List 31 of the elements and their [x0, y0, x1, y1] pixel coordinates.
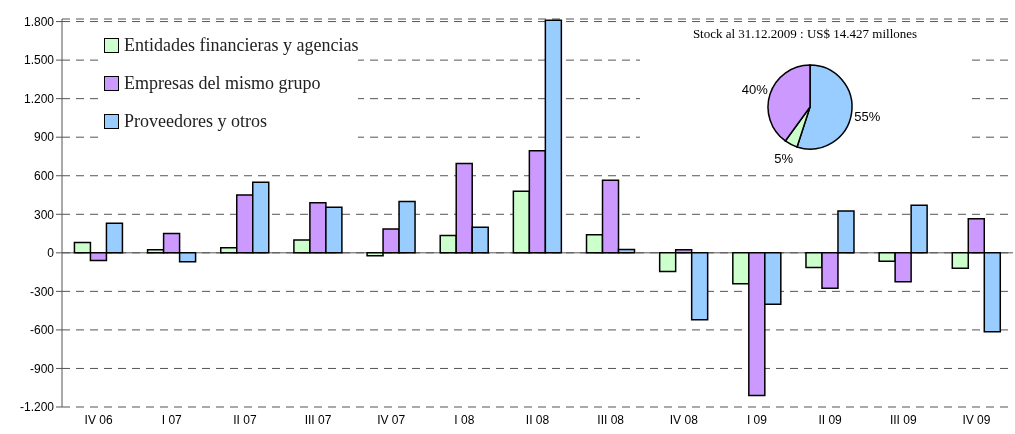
x-tick-label: III 09: [889, 412, 917, 427]
y-tick-label: -1.200: [19, 400, 55, 415]
y-tick-label: 600: [33, 169, 55, 183]
x-tick-label: I 08: [454, 412, 475, 427]
data-label: 5%: [774, 151, 794, 167]
x-tick-label: IV 08: [669, 412, 699, 427]
x-tick-label: IV 07: [377, 412, 406, 427]
x-tick-label: II 09: [818, 412, 843, 427]
x-tick-label: II 08: [525, 412, 550, 427]
x-tick-label: III 07: [304, 412, 332, 427]
x-tick-label: IV 06: [84, 412, 113, 427]
y-tick-label: 0: [47, 246, 55, 261]
data-label: 40%: [741, 81, 769, 97]
data-label: 55%: [854, 108, 881, 124]
y-tick-label: -600: [29, 323, 55, 338]
y-tick-label: 900: [33, 130, 55, 145]
x-tick-label: I 09: [746, 412, 768, 427]
legend-label: Entidades financieras y agencias: [124, 34, 359, 56]
y-tick-label: -900: [29, 361, 55, 376]
y-tick-label: 1.200: [23, 91, 55, 106]
chart-title: Stock al 31.12.2009 : US$ 14.427 millones: [691, 26, 919, 43]
x-tick-label: III 08: [597, 412, 625, 427]
y-tick-label: 1.500: [23, 53, 55, 68]
x-tick-label: I 07: [161, 412, 183, 427]
x-tick-label: II 07: [233, 412, 257, 427]
y-tick-label: 1.800: [23, 14, 55, 29]
legend-label: Proveedores y otros: [124, 110, 267, 132]
y-tick-label: 300: [33, 207, 55, 222]
x-tick-label: IV 09: [962, 412, 991, 427]
y-tick-label: -300: [29, 284, 55, 299]
legend-label: Empresas del mismo grupo: [124, 72, 321, 94]
